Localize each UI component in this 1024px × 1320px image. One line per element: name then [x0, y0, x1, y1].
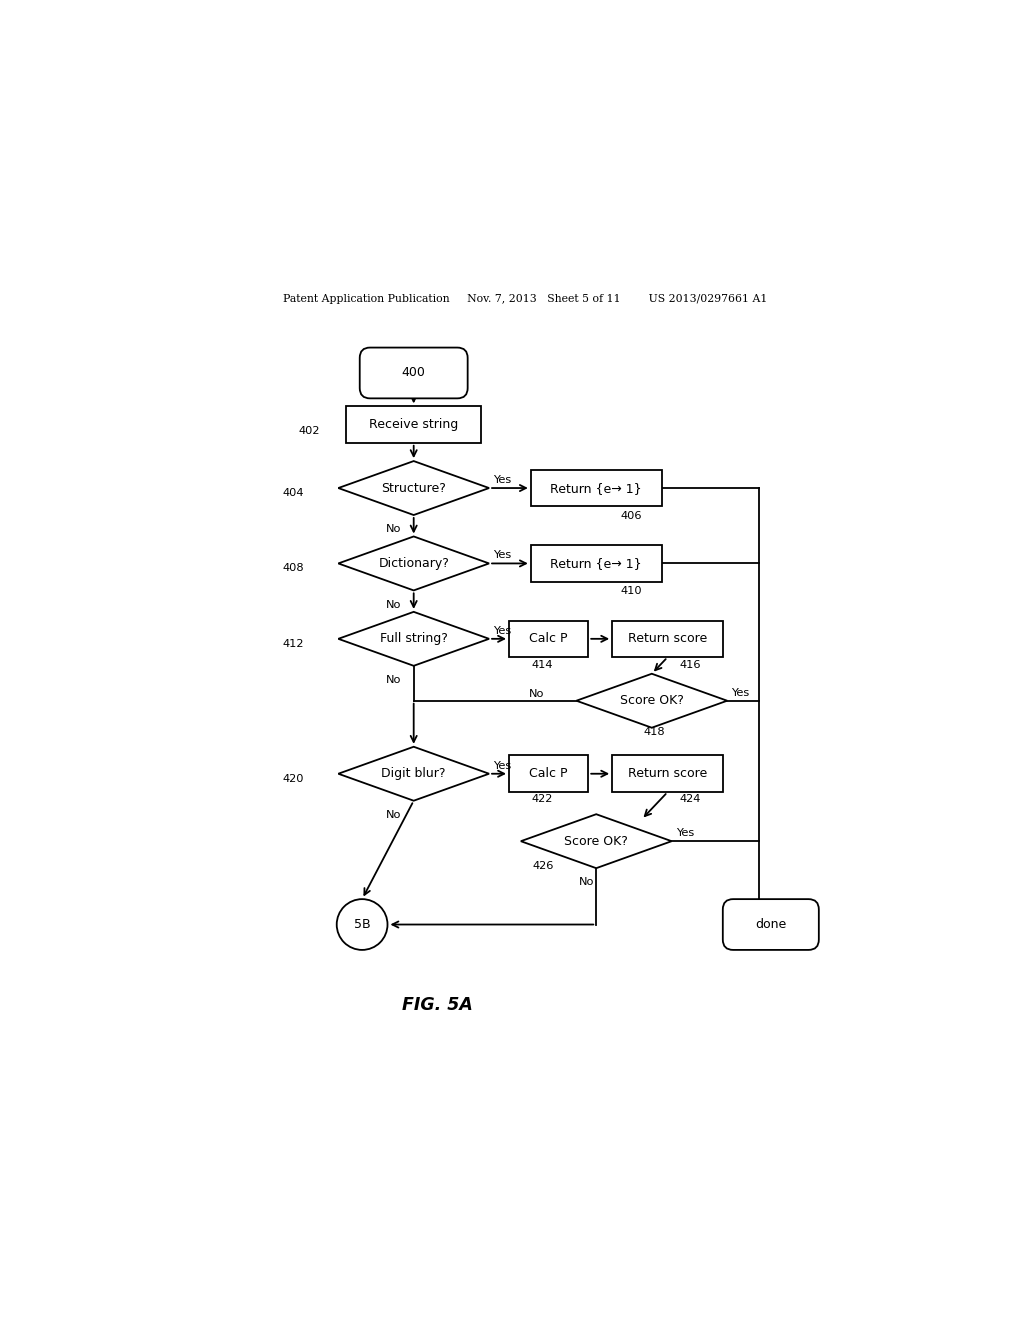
Text: Digit blur?: Digit blur?: [382, 767, 445, 780]
Bar: [612, 620, 723, 657]
Text: Score OK?: Score OK?: [620, 694, 684, 708]
Polygon shape: [338, 747, 489, 801]
Text: 420: 420: [283, 774, 304, 784]
Text: Yes: Yes: [494, 475, 511, 486]
Text: 408: 408: [283, 564, 304, 573]
Text: 402: 402: [299, 426, 321, 436]
Bar: [612, 755, 723, 792]
Text: Yes: Yes: [676, 828, 694, 838]
Circle shape: [337, 899, 387, 950]
Text: Calc P: Calc P: [529, 632, 568, 645]
Text: Full string?: Full string?: [380, 632, 447, 645]
Text: Calc P: Calc P: [529, 767, 568, 780]
FancyBboxPatch shape: [359, 347, 468, 399]
Text: No: No: [528, 689, 545, 700]
Bar: [530, 470, 662, 507]
Text: Yes: Yes: [494, 550, 511, 561]
Polygon shape: [338, 612, 489, 665]
Text: 426: 426: [532, 861, 554, 871]
Text: 410: 410: [620, 586, 642, 597]
Bar: [509, 620, 589, 657]
Text: Return {e→ 1}: Return {e→ 1}: [551, 482, 642, 495]
Text: 406: 406: [620, 511, 641, 521]
Text: done: done: [755, 917, 786, 931]
Text: Receive string: Receive string: [369, 418, 459, 432]
Text: Structure?: Structure?: [381, 482, 446, 495]
Text: Return score: Return score: [628, 632, 708, 645]
Text: Dictionary?: Dictionary?: [378, 557, 450, 570]
Text: 5B: 5B: [354, 917, 371, 931]
Text: 400: 400: [401, 367, 426, 379]
Text: No: No: [386, 810, 401, 820]
Text: 418: 418: [644, 727, 666, 737]
Text: Yes: Yes: [494, 626, 511, 636]
Text: Score OK?: Score OK?: [564, 834, 628, 847]
Text: Yes: Yes: [494, 760, 511, 771]
Text: Return score: Return score: [628, 767, 708, 780]
Polygon shape: [338, 461, 489, 515]
Text: No: No: [386, 675, 401, 685]
Text: 422: 422: [531, 793, 553, 804]
Text: Patent Application Publication     Nov. 7, 2013   Sheet 5 of 11        US 2013/0: Patent Application Publication Nov. 7, 2…: [283, 294, 767, 304]
Text: No: No: [386, 524, 401, 535]
Bar: [509, 755, 589, 792]
Text: 412: 412: [283, 639, 304, 649]
Text: 404: 404: [283, 488, 304, 498]
Text: No: No: [579, 878, 595, 887]
FancyBboxPatch shape: [723, 899, 819, 950]
Text: 416: 416: [680, 660, 701, 671]
Text: Return {e→ 1}: Return {e→ 1}: [551, 557, 642, 570]
Text: No: No: [386, 599, 401, 610]
Text: FIG. 5A: FIG. 5A: [402, 997, 473, 1015]
Text: 424: 424: [680, 793, 700, 804]
Bar: [530, 545, 662, 582]
Polygon shape: [577, 673, 727, 727]
Text: Yes: Yes: [731, 688, 750, 698]
Bar: [346, 407, 481, 442]
Text: 414: 414: [531, 660, 553, 671]
Polygon shape: [338, 536, 489, 590]
Polygon shape: [521, 814, 672, 869]
